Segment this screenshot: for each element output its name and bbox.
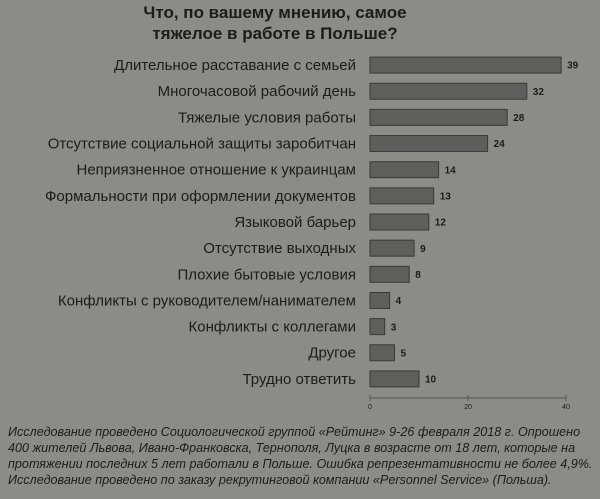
bar <box>369 161 440 179</box>
value-label: 8 <box>415 270 421 281</box>
bar <box>369 135 489 153</box>
y-tick-label: Трудно ответить <box>242 371 356 388</box>
bar <box>369 344 395 362</box>
value-label: 14 <box>445 165 457 176</box>
y-tick-label: Конфликты с руководителем/нанимателем <box>58 292 356 309</box>
value-label: 12 <box>435 218 447 229</box>
y-tick-label: Формальности при оформлении документов <box>45 188 356 205</box>
y-tick-label: Тяжелые условия работы <box>178 109 356 126</box>
y-tick-label: Отсутствие выходных <box>203 240 356 257</box>
bar <box>369 82 528 100</box>
y-tick-label: Языковой барьер <box>234 214 356 231</box>
value-label: 24 <box>494 139 506 150</box>
value-label: 32 <box>533 87 545 98</box>
value-label: 9 <box>420 244 426 255</box>
value-label: 13 <box>440 191 452 202</box>
value-label: 3 <box>391 322 397 333</box>
y-tick-label: Длительное расставание с семьей <box>114 57 356 74</box>
value-label: 10 <box>425 375 437 386</box>
y-tick-label: Неприязненное отношение к украинцам <box>76 162 356 179</box>
chart-title: Что, по вашему мнению, самое тяжелое в р… <box>143 3 407 43</box>
bar <box>369 265 410 283</box>
bar <box>369 370 420 388</box>
y-tick-label: Плохие бытовые условия <box>177 266 356 283</box>
x-tick-label: 20 <box>464 404 472 411</box>
value-label: 4 <box>396 296 402 307</box>
value-label: 39 <box>567 61 579 72</box>
y-tick-label: Многочасовой рабочий день <box>158 83 357 100</box>
note: Исследование проведено Социологической г… <box>8 425 593 487</box>
y-tick-label: Конфликты с коллегами <box>189 319 357 336</box>
bar <box>369 239 415 257</box>
bar <box>369 291 391 309</box>
value-label: 28 <box>513 113 525 124</box>
value-label: 5 <box>401 348 407 359</box>
bar <box>369 318 386 336</box>
bar <box>369 213 430 231</box>
x-tick-label: 0 <box>368 404 372 411</box>
y-tick-label: Отсутствие социальной защиты заробитчан <box>48 136 356 153</box>
bar <box>369 108 508 126</box>
y-tick-label: Другое <box>308 345 356 362</box>
bar <box>369 187 435 205</box>
x-tick-label: 40 <box>562 404 570 411</box>
bar <box>369 56 562 74</box>
